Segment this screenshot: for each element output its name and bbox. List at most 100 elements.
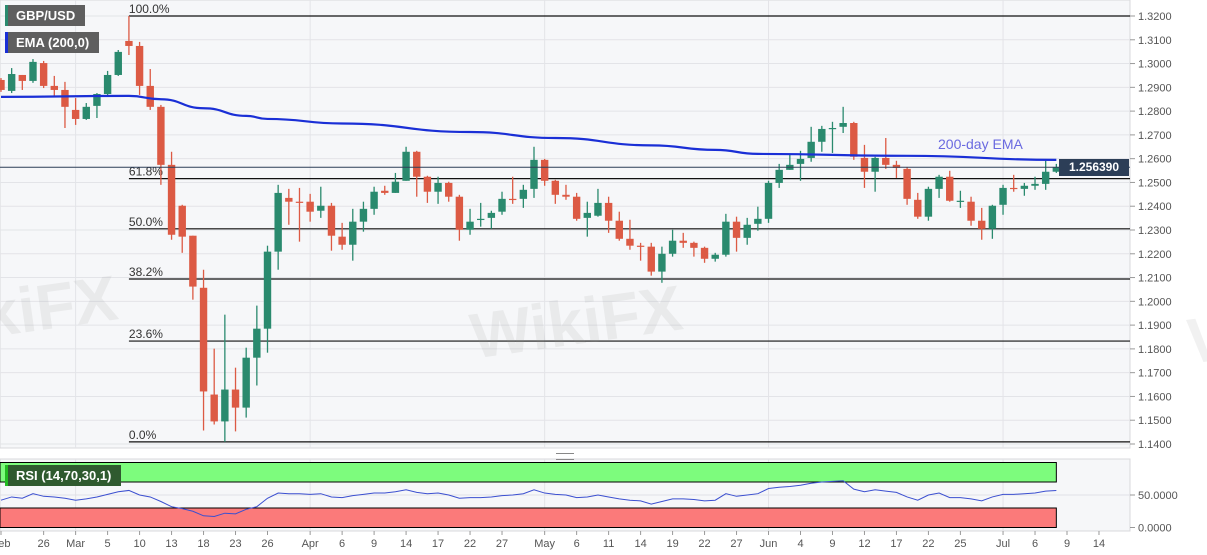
candle-body [199, 287, 208, 392]
candle [796, 150, 805, 181]
candle-body [285, 197, 293, 202]
candle [562, 184, 570, 200]
date-tick-label: 5 [105, 538, 111, 550]
candle [135, 41, 144, 95]
date-tick-label: 6 [339, 538, 345, 550]
candle [71, 98, 80, 125]
date-tick-label: 13 [165, 538, 177, 550]
candle [690, 241, 698, 257]
candle [722, 213, 730, 257]
date-tick-label: 11 [603, 538, 614, 550]
candle-body [988, 205, 997, 229]
candle-body [946, 176, 954, 201]
date-tick-label: 17 [432, 538, 444, 550]
candle [754, 206, 762, 231]
price-tick-label: 1.2700 [1138, 130, 1172, 142]
candle-body [732, 221, 741, 238]
candle [818, 125, 826, 152]
candle [199, 269, 208, 431]
candle-body [540, 159, 549, 181]
candle [732, 216, 741, 252]
candle-body [231, 389, 240, 408]
candle [477, 202, 485, 227]
rsi-indicator-label[interactable]: RSI (14,70,30,1) [5, 465, 122, 486]
candle-body [178, 205, 186, 237]
candle [519, 184, 528, 208]
candle [125, 16, 133, 55]
oversold-zone [0, 507, 1057, 528]
price-tick-label: 1.2300 [1138, 225, 1172, 237]
date-tick-label: 6 [1032, 538, 1038, 550]
candle-body [956, 200, 965, 202]
candle [103, 70, 112, 96]
candle [402, 146, 410, 181]
candle-body [1052, 167, 1061, 172]
candle [274, 184, 282, 270]
candle-body [61, 89, 69, 107]
candle [306, 193, 314, 222]
date-axis: Feb 26 Mar 5 10 13 18 23 26 Apr 6 9 14 17 22 27 May 6 11 14… [0, 531, 1105, 550]
candle-body [317, 205, 325, 211]
fib-level-label: 61.8% [129, 165, 163, 179]
ema-indicator-label[interactable]: EMA (200,0) [5, 32, 100, 53]
candle-body [349, 221, 357, 245]
candle [924, 186, 933, 221]
candle-body [381, 190, 389, 193]
candle-body [903, 168, 911, 199]
candle [29, 59, 37, 83]
candle [978, 207, 986, 240]
fib-level-label: 0.0% [129, 428, 157, 442]
candle-body [1010, 187, 1018, 190]
candle [658, 246, 666, 283]
candle-body [743, 224, 751, 238]
candle [114, 50, 122, 76]
candle [349, 208, 357, 261]
candle [359, 201, 368, 232]
candle-body [370, 191, 378, 209]
date-tick-label: 22 [922, 538, 934, 550]
candle-body [445, 182, 453, 197]
candle [263, 245, 272, 353]
candle [700, 246, 709, 263]
date-tick-label: Jun [760, 538, 778, 550]
candle-body [210, 394, 218, 422]
fibonacci-levels: 100.0% 61.8% 50.0% 38.2% 23.6% 0.0% [128, 2, 1130, 443]
date-tick-label: May [534, 538, 555, 550]
rsi-color-bar [5, 465, 8, 486]
candle-body [221, 389, 229, 422]
price-tick-label: 1.1500 [1138, 415, 1172, 427]
candle [594, 188, 602, 217]
candle-body [594, 202, 602, 216]
price-tick-label: 1.2600 [1138, 154, 1172, 166]
date-tick-label: 18 [197, 538, 209, 550]
price-tick-label: 1.2900 [1138, 82, 1172, 94]
rsi-axis: 50.0000 0.0000 [1130, 490, 1178, 535]
grid [0, 0, 1130, 531]
price-tick-label: 1.3100 [1138, 35, 1172, 47]
panel-resize-handle[interactable] [556, 453, 574, 460]
candle [295, 187, 304, 242]
candle [7, 68, 16, 94]
candle-body [253, 328, 261, 358]
candle-body [508, 198, 517, 201]
candle-body [423, 176, 432, 192]
candle-body [413, 151, 421, 177]
candles [0, 16, 1061, 442]
fib-level-label: 38.2% [129, 265, 163, 279]
candle-body [477, 218, 485, 221]
date-tick-label: 22 [698, 538, 710, 550]
symbol-label: GBP/USD [5, 5, 86, 26]
rsi-indicator-text: RSI (14,70,30,1) [16, 468, 112, 483]
candle-body [103, 74, 112, 94]
candle-body [359, 208, 368, 222]
candle [61, 81, 69, 128]
candle-body [50, 85, 58, 90]
candle [455, 194, 464, 241]
candle-body [274, 192, 282, 252]
candle-body [978, 220, 986, 229]
candle [285, 188, 293, 225]
candle-body [0, 79, 5, 90]
candle-body [519, 189, 528, 199]
price-tick-label: 1.2100 [1138, 273, 1172, 285]
candle [828, 121, 837, 153]
